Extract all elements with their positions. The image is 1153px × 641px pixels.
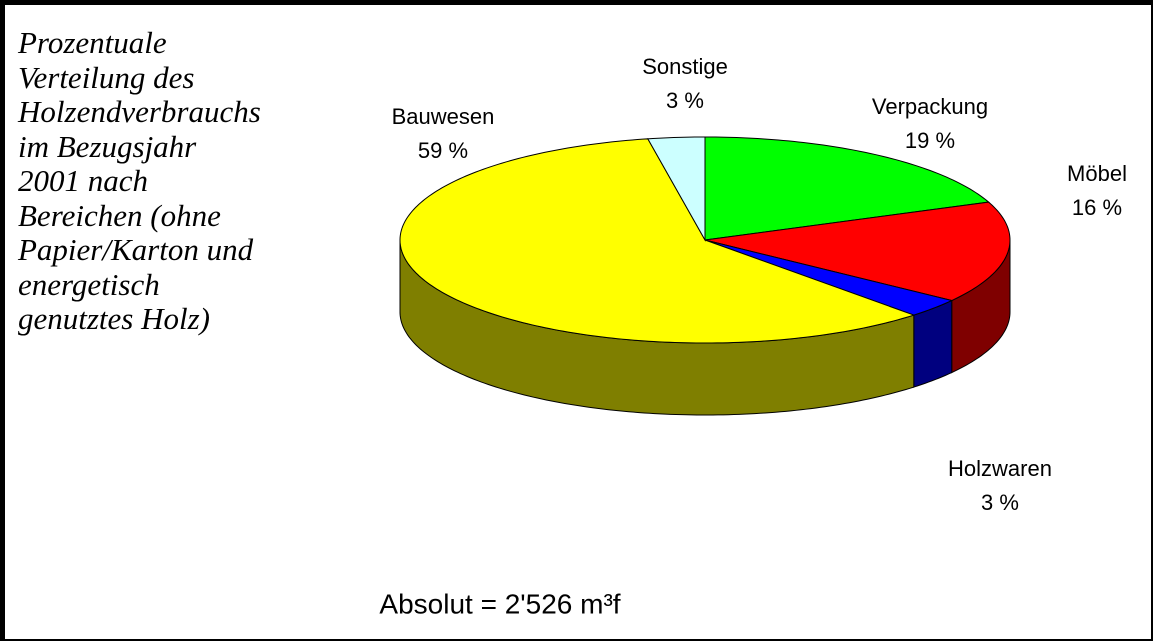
- slice-label: Holzwaren: [948, 456, 1052, 481]
- slice: [704, 136, 990, 241]
- pie-tops: [399, 136, 1011, 344]
- chart-title: Prozentuale Verteilung des Holzendverbra…: [18, 25, 261, 336]
- slice: [399, 138, 916, 344]
- slice: [704, 201, 1011, 302]
- slice-label: Sonstige: [642, 54, 728, 79]
- value-label: 19 %: [905, 128, 955, 153]
- slice-label: Möbel: [1067, 161, 1127, 186]
- value-label: 16 %: [1072, 195, 1122, 220]
- value-label: 3 %: [981, 490, 1019, 515]
- annotation: Absolut = 2'526 m³f: [379, 588, 620, 619]
- slice: [704, 239, 954, 316]
- value-label: 3 %: [666, 88, 704, 113]
- slice-label: Bauwesen: [392, 104, 495, 129]
- slice: [647, 136, 706, 242]
- value-label: 59 %: [418, 138, 468, 163]
- slice-label: Verpackung: [872, 94, 988, 119]
